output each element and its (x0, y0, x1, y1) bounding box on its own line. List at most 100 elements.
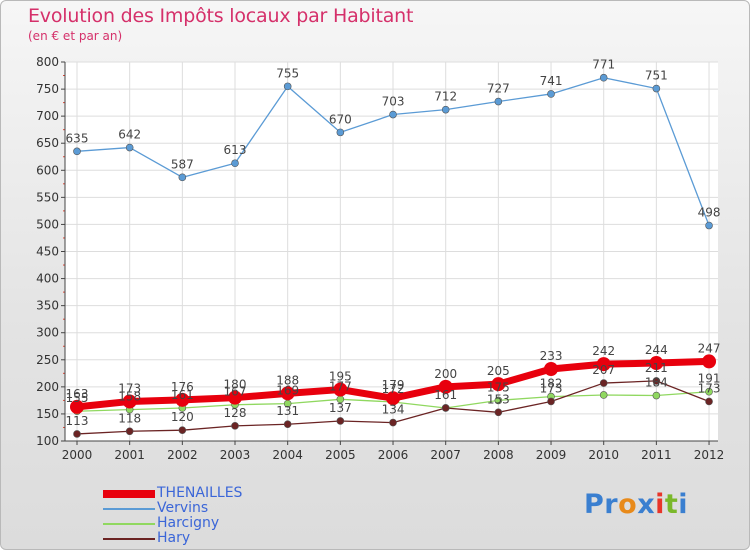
data-label-vervins: 703 (382, 95, 405, 109)
y-tick-label: 200 (36, 380, 59, 394)
proxiti-logo: Proxiti (584, 489, 688, 520)
data-point-hary (125, 427, 134, 436)
y-tick-label: 350 (36, 299, 59, 313)
data-label-thenailles: 205 (487, 364, 510, 378)
chart-legend: THENAILLES Vervins Harcigny Hary (103, 486, 242, 546)
data-label-vervins: 741 (540, 74, 563, 88)
x-tick-label: 2010 (588, 448, 619, 462)
data-label-harcigny: 184 (645, 376, 668, 390)
legend-swatch (103, 522, 155, 525)
data-point-harcigny (652, 391, 661, 400)
data-point-thenailles (544, 361, 559, 376)
data-label-thenailles: 179 (382, 378, 405, 392)
data-label-hary: 131 (276, 404, 299, 418)
data-point-vervins (73, 147, 81, 156)
data-point-vervins (441, 105, 450, 114)
y-tick-label: 750 (36, 82, 59, 96)
data-point-thenailles (333, 382, 348, 397)
legend-swatch (103, 507, 155, 510)
data-point-hary (389, 418, 397, 427)
data-label-vervins: 751 (645, 69, 668, 83)
y-tick-label: 500 (36, 217, 59, 231)
data-point-vervins (705, 221, 713, 230)
data-point-vervins (389, 110, 397, 119)
x-tick-label: 2011 (641, 448, 672, 462)
data-point-vervins (599, 73, 608, 82)
x-tick-label: 2008 (483, 448, 514, 462)
data-label-harcigny: 175 (487, 380, 510, 394)
legend-item-hary: Hary (103, 531, 242, 546)
data-label-hary: 173 (540, 381, 563, 395)
data-point-hary (73, 430, 81, 438)
data-point-thenailles (491, 377, 506, 392)
data-label-hary: 153 (487, 392, 510, 406)
data-point-thenailles (702, 354, 717, 369)
data-point-vervins (178, 173, 187, 182)
y-tick-label: 650 (36, 136, 59, 150)
data-point-hary (494, 408, 503, 417)
data-point-thenailles (649, 356, 664, 371)
x-tick-label: 2009 (536, 448, 567, 462)
legend-item-thenailles: THENAILLES (103, 486, 242, 501)
y-tick-label: 150 (36, 407, 59, 421)
data-point-thenailles (175, 392, 190, 407)
data-point-harcigny (705, 387, 713, 396)
data-label-vervins: 498 (698, 206, 721, 220)
y-tick-label: 300 (36, 326, 59, 340)
data-point-vervins (494, 97, 503, 106)
data-label-thenailles: 244 (645, 343, 668, 357)
data-label-thenailles: 200 (434, 367, 457, 381)
x-tick-label: 2005 (325, 448, 356, 462)
y-tick-label: 600 (36, 163, 59, 177)
legend-label: Vervins (157, 500, 209, 516)
legend-item-harcigny: Harcigny (103, 516, 242, 531)
data-point-thenailles (122, 394, 137, 409)
y-tick-label: 400 (36, 272, 59, 286)
x-tick-label: 2002 (167, 448, 198, 462)
data-label-hary: 211 (645, 361, 668, 375)
data-point-vervins (283, 82, 292, 91)
data-label-harcigny: 155 (66, 391, 89, 405)
y-tick-label: 450 (36, 245, 59, 259)
data-label-vervins: 635 (66, 131, 89, 145)
x-tick-label: 2006 (378, 448, 409, 462)
data-label-vervins: 727 (487, 82, 510, 96)
data-label-vervins: 771 (592, 58, 615, 72)
logo-letter: i (678, 489, 689, 520)
data-point-hary (705, 397, 713, 406)
data-label-thenailles: 173 (118, 381, 141, 395)
data-label-harcigny: 169 (276, 384, 299, 398)
data-label-vervins: 670 (329, 112, 352, 126)
y-tick-label: 100 (36, 434, 59, 448)
data-label-hary: 128 (224, 406, 247, 420)
y-tick-label: 550 (36, 190, 59, 204)
logo-letter: x (637, 489, 656, 520)
data-label-hary: 137 (329, 401, 352, 415)
data-label-harcigny: 158 (118, 390, 141, 404)
y-tick-label: 700 (36, 109, 59, 123)
data-point-vervins (231, 159, 239, 168)
data-label-vervins: 642 (118, 128, 141, 142)
data-label-hary: 207 (592, 363, 615, 377)
logo-letter: r (604, 489, 619, 520)
legend-swatch (103, 537, 155, 540)
data-label-hary: 120 (171, 410, 194, 424)
data-label-thenailles: 247 (698, 341, 721, 355)
x-tick-label: 2001 (114, 448, 145, 462)
data-label-harcigny: 161 (171, 388, 194, 402)
x-tick-label: 2004 (272, 448, 303, 462)
data-label-thenailles: 242 (592, 344, 615, 358)
data-label-thenailles: 163 (66, 387, 89, 401)
data-point-hary (652, 377, 661, 385)
x-tick-label: 2003 (220, 448, 251, 462)
data-label-vervins: 587 (171, 157, 194, 171)
data-label-thenailles: 180 (224, 378, 247, 392)
data-point-thenailles (280, 386, 295, 401)
data-point-thenailles (70, 399, 84, 414)
data-label-vervins: 613 (224, 143, 247, 157)
data-label-harcigny: 182 (540, 377, 563, 391)
logo-letter: P (584, 489, 605, 520)
data-point-vervins (652, 84, 661, 93)
